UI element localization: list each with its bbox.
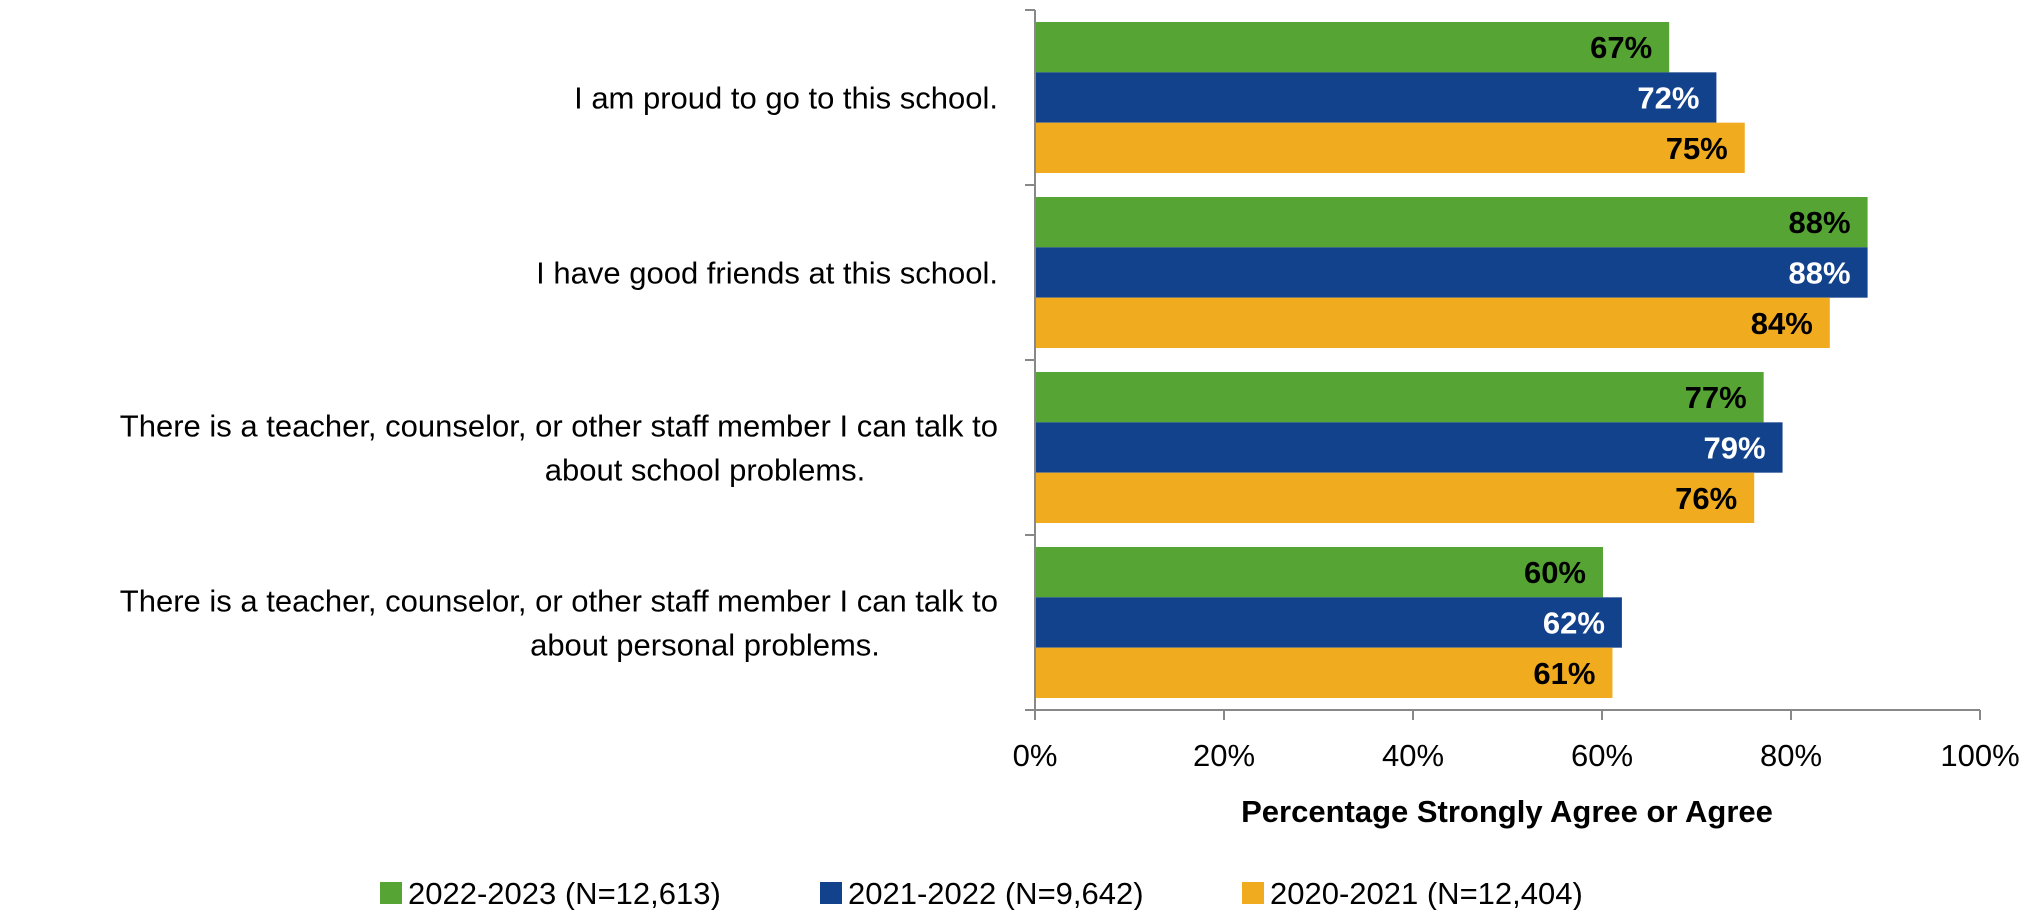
axes-layer [1025, 9, 1981, 720]
data-label: 61% [1533, 656, 1595, 691]
x-tick-label: 20% [1193, 738, 1255, 773]
data-label: 75% [1666, 131, 1728, 166]
data-label: 88% [1789, 256, 1851, 291]
legend-swatch [820, 882, 842, 904]
legend-label: 2022-2023 (N=12,613) [408, 876, 721, 910]
legend-label: 2021-2022 (N=9,642) [848, 876, 1144, 910]
data-label: 77% [1685, 380, 1747, 415]
bar [1036, 22, 1670, 73]
data-label: 60% [1524, 555, 1586, 590]
x-tick-label: 0% [1013, 738, 1058, 773]
category-label: about school problems. [545, 453, 866, 488]
data-label: 67% [1590, 30, 1652, 65]
data-label: 76% [1675, 481, 1737, 516]
data-label: 79% [1704, 431, 1766, 466]
legend-swatch [380, 882, 402, 904]
category-label: about personal problems. [530, 628, 880, 663]
bar [1036, 72, 1717, 123]
bar [1036, 647, 1613, 698]
category-label: I am proud to go to this school. [574, 81, 998, 116]
bars-layer [1036, 22, 1868, 698]
bar [1036, 547, 1603, 598]
bar [1036, 472, 1755, 523]
data-label: 88% [1789, 205, 1851, 240]
category-label: I have good friends at this school. [536, 256, 998, 291]
legend-swatch [1242, 882, 1264, 904]
data-label: 84% [1751, 306, 1813, 341]
category-label: There is a teacher, counselor, or other … [120, 584, 998, 619]
bar [1036, 372, 1764, 423]
bar [1036, 297, 1830, 348]
x-axis-title: Percentage Strongly Agree or Agree [1241, 794, 1773, 829]
data-label: 62% [1543, 606, 1605, 641]
data-labels-layer: 67% 72% 75% 88% 88% 84% 77% 79% 76% 60% 62% 61% [1524, 30, 1851, 691]
x-tick-labels: 0% 20% 40% 60% 80% 100% [1013, 738, 2020, 773]
x-tick-label: 40% [1382, 738, 1444, 773]
legend: 2022-2023 (N=12,613) 2021-2022 (N=9,642) 2… [380, 876, 1583, 910]
bar [1036, 247, 1868, 298]
data-label: 72% [1637, 81, 1699, 116]
bar [1036, 122, 1745, 173]
x-tick-label: 80% [1760, 738, 1822, 773]
x-tick-label: 100% [1940, 738, 2019, 773]
category-labels: I am proud to go to this school. I have g… [120, 81, 998, 663]
x-tick-label: 60% [1571, 738, 1633, 773]
bar [1036, 197, 1868, 248]
legend-label: 2020-2021 (N=12,404) [1270, 876, 1583, 910]
bar [1036, 597, 1622, 648]
category-label: There is a teacher, counselor, or other … [120, 409, 998, 444]
bar [1036, 422, 1783, 473]
